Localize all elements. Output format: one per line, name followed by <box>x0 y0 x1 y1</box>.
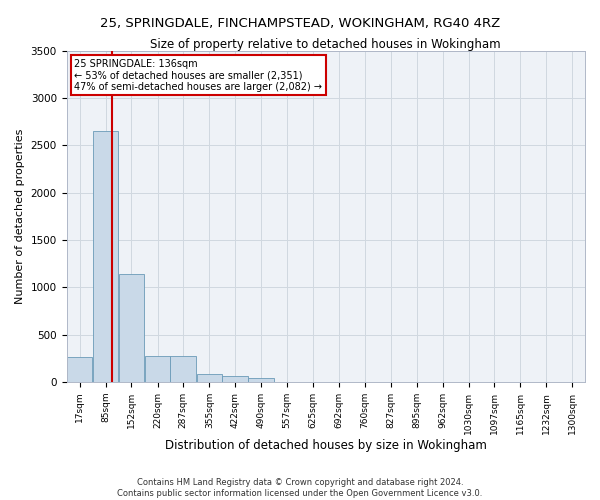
Title: Size of property relative to detached houses in Wokingham: Size of property relative to detached ho… <box>151 38 501 51</box>
Text: 25 SPRINGDALE: 136sqm
← 53% of detached houses are smaller (2,351)
47% of semi-d: 25 SPRINGDALE: 136sqm ← 53% of detached … <box>74 59 322 92</box>
Text: Contains HM Land Registry data © Crown copyright and database right 2024.
Contai: Contains HM Land Registry data © Crown c… <box>118 478 482 498</box>
Bar <box>67 356 92 382</box>
Bar <box>145 356 170 382</box>
Text: 25, SPRINGDALE, FINCHAMPSTEAD, WOKINGHAM, RG40 4RZ: 25, SPRINGDALE, FINCHAMPSTEAD, WOKINGHAM… <box>100 18 500 30</box>
Y-axis label: Number of detached properties: Number of detached properties <box>15 128 25 304</box>
X-axis label: Distribution of detached houses by size in Wokingham: Distribution of detached houses by size … <box>165 440 487 452</box>
Bar <box>197 374 222 382</box>
Bar <box>119 274 144 382</box>
Bar <box>170 356 196 382</box>
Bar <box>248 378 274 382</box>
Bar <box>93 131 118 382</box>
Bar <box>223 376 248 382</box>
